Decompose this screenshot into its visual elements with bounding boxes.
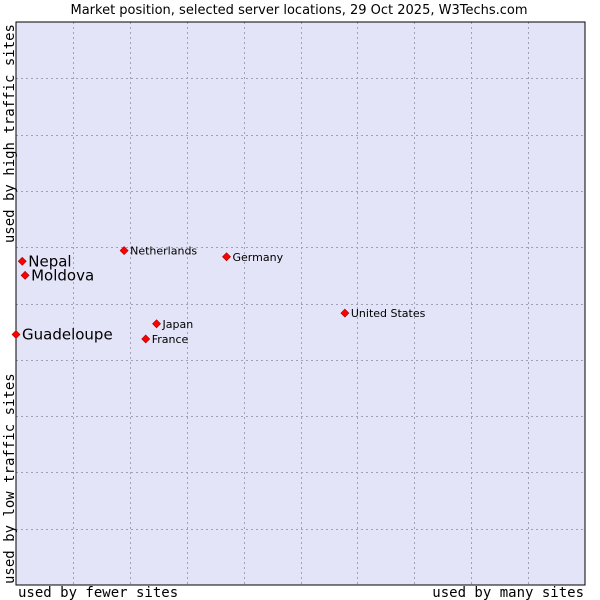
point-label: United States	[351, 307, 426, 320]
point-label: Guadeloupe	[22, 325, 113, 343]
grid	[16, 22, 585, 585]
point-label: Nepal	[28, 252, 71, 270]
data-point-germany: Germany	[222, 251, 284, 264]
x-axis-label-left: used by fewer sites	[18, 585, 178, 600]
y-axis-label-top: used by high traffic sites	[2, 24, 18, 243]
chart-title: Market position, selected server locatio…	[70, 3, 527, 18]
point-marker	[17, 256, 27, 266]
y-axis-label-bottom: used by low traffic sites	[2, 373, 18, 584]
data-point-united-states: United States	[340, 307, 426, 320]
data-point-moldova: Moldova	[20, 266, 94, 284]
point-label: Moldova	[31, 266, 94, 284]
plot-frame	[15, 21, 586, 586]
point-marker	[222, 252, 231, 262]
point-label: Germany	[233, 251, 284, 264]
data-point-nepal: Nepal	[17, 252, 72, 270]
data-point-france: France	[141, 333, 189, 346]
data-point-guadeloupe: Guadeloupe	[11, 325, 113, 343]
point-marker	[141, 334, 151, 344]
point-marker	[119, 246, 129, 256]
plot-area	[16, 22, 585, 585]
point-label: France	[152, 333, 189, 346]
point-marker	[152, 319, 161, 329]
x-axis-label-right: used by many sites	[432, 585, 584, 600]
data-point-japan: Japan	[152, 318, 194, 331]
point-label: Japan	[162, 318, 194, 331]
point-marker	[340, 308, 350, 318]
point-marker	[20, 270, 30, 280]
point-label: Netherlands	[130, 245, 197, 258]
point-marker	[11, 330, 21, 339]
data-point-netherlands: Netherlands	[119, 245, 197, 258]
